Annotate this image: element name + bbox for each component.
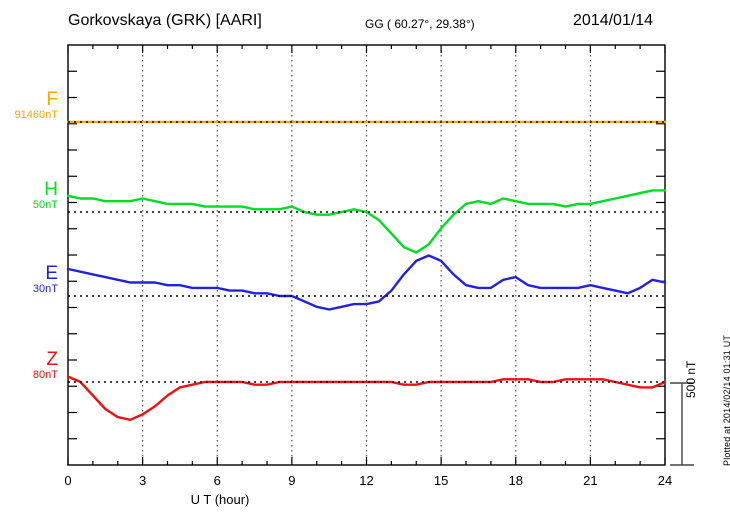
component-name-h: H [44, 179, 58, 200]
x-tick-label-6: 6 [213, 473, 221, 488]
component-baseline-f: 91460nT [14, 109, 58, 121]
x-tick-label-18: 18 [508, 473, 523, 488]
trace-h [66, 189, 667, 254]
trace-e [66, 254, 667, 311]
component-label-e: E 30nT [0, 264, 58, 295]
component-name-e: E [45, 263, 58, 284]
component-baseline-z: 80nT [32, 369, 58, 381]
station-title: Gorkovskaya (GRK) [AARI] [68, 12, 262, 29]
component-baseline-h: 50nT [32, 199, 58, 211]
x-tick-label-0: 0 [64, 473, 72, 488]
observation-date: 2014/01/14 [573, 12, 654, 29]
component-label-f: F 91460nT [0, 90, 58, 121]
x-tick-label-9: 9 [288, 473, 296, 488]
x-tick-label-3: 3 [139, 473, 147, 488]
x-tick-label-24: 24 [657, 473, 673, 488]
trace-z [66, 375, 667, 421]
geographic-coordinates: GG ( 60.27°, 29.38°) [365, 17, 475, 31]
scale-bar-label: 500 nT [684, 360, 698, 398]
component-name-z: Z [46, 349, 58, 370]
x-axis-title-text: U T (hour) [190, 492, 250, 507]
x-axis-title: U T (hour) [0, 492, 730, 507]
component-label-z: Z 80nT [0, 350, 58, 381]
x-tick-label-12: 12 [359, 473, 374, 488]
x-tick-label-15: 15 [433, 473, 449, 488]
x-tick-label-21: 21 [583, 473, 598, 488]
component-baseline-e: 30nT [32, 283, 58, 295]
plot-timestamp: Plotted at 2014/02/14 01:31 UT [722, 334, 730, 466]
component-name-f: F [46, 89, 58, 110]
component-label-h: H 50nT [0, 180, 58, 211]
